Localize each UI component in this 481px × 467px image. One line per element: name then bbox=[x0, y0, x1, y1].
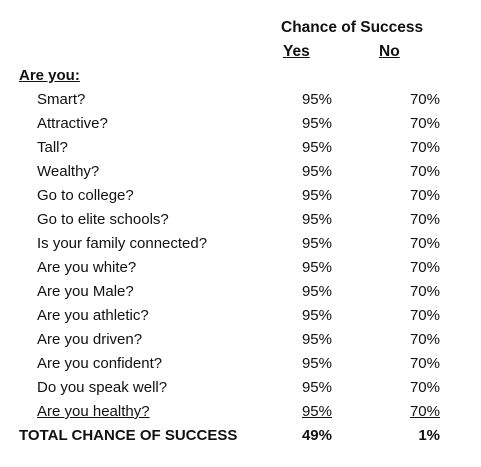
row-no-value: 70% bbox=[409, 235, 440, 252]
row-yes-value: 95% bbox=[301, 259, 332, 276]
row-question: Are you athletic? bbox=[37, 307, 149, 324]
row-yes-value: 95% bbox=[301, 139, 332, 156]
row-no-value: 70% bbox=[409, 211, 440, 228]
total-no-value: 1% bbox=[418, 427, 440, 444]
section-label: Are you: bbox=[19, 67, 80, 84]
row-yes-value: 95% bbox=[301, 187, 332, 204]
row-question: Do you speak well? bbox=[37, 379, 168, 396]
row-question: Attractive? bbox=[37, 115, 108, 132]
row-yes-value: 95% bbox=[301, 163, 332, 180]
row-yes-value: 95% bbox=[301, 211, 332, 228]
row-yes-value: 95% bbox=[301, 331, 332, 348]
row-no-value: 70% bbox=[409, 139, 440, 156]
row-no-value: 70% bbox=[409, 115, 440, 132]
row-yes-value: 95% bbox=[301, 307, 332, 324]
row-question: Are you driven? bbox=[37, 331, 143, 348]
yes-column-header: Yes bbox=[283, 43, 310, 60]
row-question: Smart? bbox=[37, 91, 86, 108]
row-question: Are you Male? bbox=[37, 283, 134, 300]
total-label: TOTAL CHANCE OF SUCCESS bbox=[19, 427, 238, 444]
row-no-value: 70% bbox=[409, 355, 440, 372]
row-yes-value: 95% bbox=[301, 91, 332, 108]
row-no-value: 70% bbox=[409, 283, 440, 300]
row-yes-value: 95% bbox=[301, 115, 332, 132]
row-no-value: 70% bbox=[409, 91, 440, 108]
row-question: Go to college? bbox=[37, 187, 134, 204]
row-question: Wealthy? bbox=[37, 163, 100, 180]
row-no-value: 70% bbox=[409, 187, 440, 204]
row-yes-value: 95% bbox=[301, 403, 332, 420]
total-yes-value: 49% bbox=[301, 427, 332, 444]
row-no-value: 70% bbox=[409, 307, 440, 324]
row-yes-value: 95% bbox=[301, 355, 332, 372]
row-no-value: 70% bbox=[409, 331, 440, 348]
row-no-value: 70% bbox=[409, 403, 440, 420]
row-question: Tall? bbox=[37, 139, 68, 156]
row-yes-value: 95% bbox=[301, 379, 332, 396]
row-question: Are you confident? bbox=[37, 355, 163, 372]
row-no-value: 70% bbox=[409, 379, 440, 396]
column-group-title: Chance of Success bbox=[281, 19, 424, 36]
row-question: Go to elite schools? bbox=[37, 211, 169, 228]
row-question: Are you white? bbox=[37, 259, 137, 276]
row-question: Are you healthy? bbox=[37, 403, 150, 420]
row-no-value: 70% bbox=[409, 163, 440, 180]
row-yes-value: 95% bbox=[301, 283, 332, 300]
row-yes-value: 95% bbox=[301, 235, 332, 252]
row-question: Is your family connected? bbox=[37, 235, 208, 252]
no-column-header: No bbox=[379, 43, 400, 60]
row-no-value: 70% bbox=[409, 259, 440, 276]
